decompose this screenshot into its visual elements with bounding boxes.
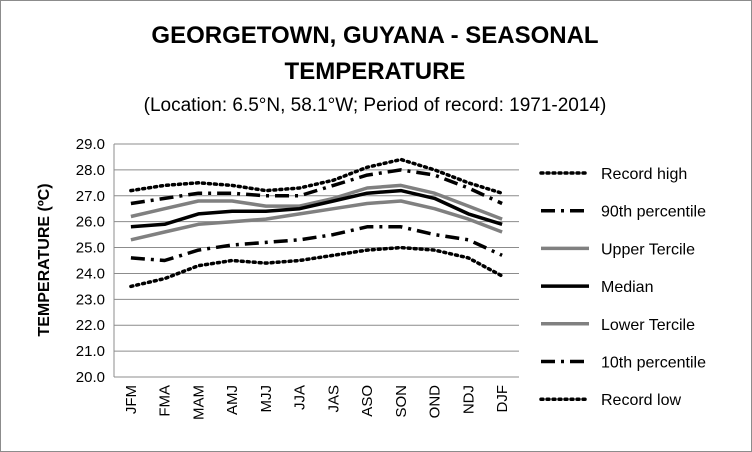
x-tick-labels: JFM FMA MAM AMJ MJJ JJA JAS ASO SON OND NDJ DJF (123, 385, 511, 420)
series-line-10th-percentile (130, 225, 503, 263)
x-tick-label: AMJ (224, 385, 241, 415)
series-line-lower-tercile (130, 199, 503, 242)
series-line-record-high (129, 157, 504, 195)
y-tick-label: 24.0 (76, 265, 105, 282)
legend-label-10th-percentile: 10th percentile (601, 355, 706, 372)
y-tick-label: 23.0 (76, 291, 105, 308)
legend-label-record-high: Record high (601, 166, 687, 183)
x-tick-label: JFM (123, 385, 140, 414)
x-tick-label: FMA (157, 385, 174, 417)
legend-label-record-low: Record low (601, 392, 681, 409)
series-line-median (130, 188, 503, 229)
y-tick-label: 28.0 (76, 162, 105, 179)
y-tick-label: 27.0 (76, 188, 105, 205)
chart-subtitle: (Location: 6.5°N, 58.1°W; Period of reco… (144, 95, 607, 116)
y-tick-label: 26.0 (76, 214, 105, 231)
x-tick-label: JAS (325, 385, 342, 413)
series-line-90th-percentile (130, 168, 503, 206)
x-tick-label: MJJ (258, 385, 275, 413)
legend-label-median: Median (601, 279, 653, 296)
legend-label-lower-tercile: Lower Tercile (601, 317, 695, 334)
y-tick-label: 25.0 (76, 240, 105, 257)
chart-title-line1: GEORGETOWN, GUYANA - SEASONAL (151, 22, 598, 49)
y-tick-label: 22.0 (76, 317, 105, 334)
series-line-upper-tercile (130, 183, 503, 221)
x-tick-label: NDJ (460, 385, 477, 414)
chart-title-line2: TEMPERATURE (285, 58, 466, 85)
legend: Record high 90th percentile Upper Tercile M… (539, 166, 706, 409)
x-tick-label: OND (427, 385, 444, 419)
y-tick-labels: 20.0 21.0 22.0 23.0 24.0 25.0 26.0 27.0 28.0 29.0 (76, 136, 105, 386)
y-tick-label: 20.0 (76, 369, 105, 386)
x-tick-label: DJF (494, 385, 511, 413)
y-tick-label: 29.0 (76, 136, 105, 153)
x-tick-label: SON (393, 385, 410, 418)
series-lines (129, 157, 504, 289)
y-tick-label: 21.0 (76, 343, 105, 360)
x-tick-label: MAM (190, 385, 207, 420)
gridlines (114, 143, 519, 378)
series-line-record-low (129, 245, 504, 289)
x-tick-label: ASO (359, 385, 376, 417)
legend-label-upper-tercile: Upper Tercile (601, 241, 695, 258)
legend-label-90th-percentile: 90th percentile (601, 204, 706, 221)
axes (113, 144, 519, 378)
x-tick-label: JJA (292, 385, 309, 410)
y-axis-label: TEMPERATURE (ºC) (36, 183, 53, 336)
